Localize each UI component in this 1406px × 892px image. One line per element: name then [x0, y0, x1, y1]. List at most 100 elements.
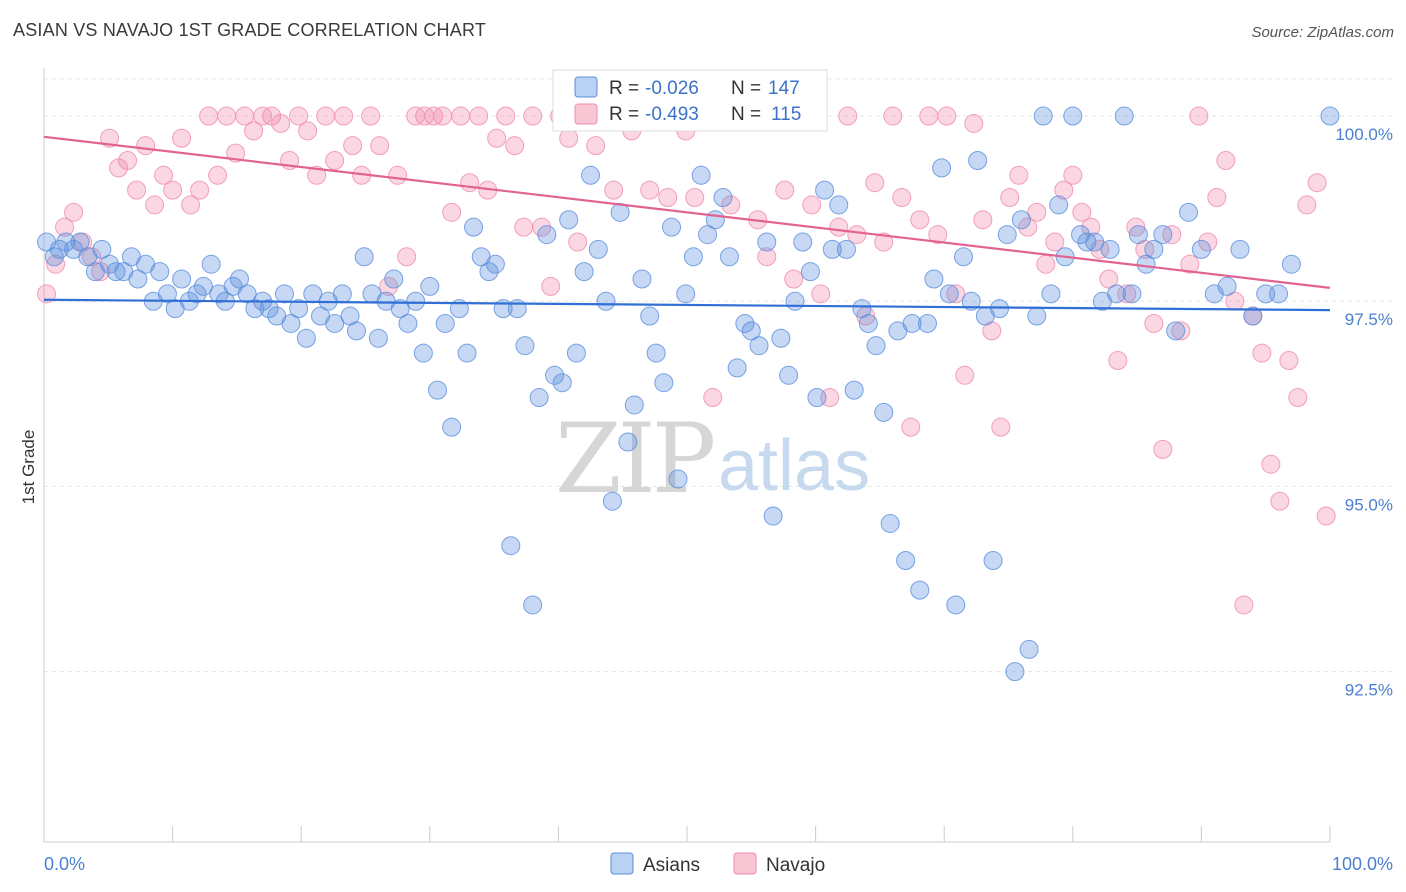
asian-point — [735, 313, 755, 333]
asian-point — [193, 276, 213, 296]
asian-swatch — [574, 76, 598, 98]
asian-point — [983, 551, 1003, 571]
asian-point — [705, 210, 725, 230]
navajo-point — [226, 143, 246, 163]
x-tick-labels: 0.0% 100.0% — [44, 854, 1393, 874]
navajo-point — [190, 180, 210, 200]
navajo-point — [1171, 321, 1191, 341]
asian-point — [602, 491, 622, 511]
asian-point — [274, 284, 294, 304]
navajo-point — [1036, 254, 1056, 274]
navajo-point — [703, 388, 723, 408]
asian-n-label: N = — [731, 78, 761, 99]
legend-asians-swatch — [610, 852, 634, 875]
navajo-point — [154, 165, 174, 185]
asian-point — [858, 313, 878, 333]
asian-point — [822, 239, 842, 259]
watermark-zip: ZIP — [555, 403, 714, 515]
asian-point — [1144, 239, 1164, 259]
asian-point — [997, 225, 1017, 245]
asian-point — [924, 269, 944, 289]
navajo-point — [721, 195, 741, 215]
asian-point — [1122, 284, 1142, 304]
asian-point — [932, 158, 952, 178]
navajo-point — [775, 180, 795, 200]
asian-point — [1041, 284, 1061, 304]
asian-point — [49, 239, 69, 259]
asian-point — [779, 365, 799, 385]
axes — [43, 68, 1331, 843]
asian-point — [939, 284, 959, 304]
navajo-point — [388, 165, 408, 185]
asian-point — [1005, 662, 1025, 682]
asian-point — [968, 150, 988, 170]
asian-point — [1049, 195, 1069, 215]
asian-point — [368, 328, 388, 348]
asian-point — [201, 254, 221, 274]
asian-point — [187, 284, 207, 304]
asian-point — [800, 262, 820, 282]
y-axis-label: 1st Grade — [19, 430, 38, 505]
navajo-point — [604, 180, 624, 200]
navajo-point — [145, 195, 165, 215]
asian-point — [946, 595, 966, 615]
asian-point — [529, 388, 549, 408]
asian-point — [229, 269, 249, 289]
asian-point — [435, 313, 455, 333]
asian-point — [1027, 306, 1047, 326]
asian-point — [640, 306, 660, 326]
asian-point — [1085, 232, 1105, 252]
navajo-point — [559, 128, 579, 148]
navajo-point — [1108, 350, 1128, 370]
asian-point — [420, 276, 440, 296]
navajo-point — [118, 150, 138, 170]
asian-point — [793, 232, 813, 252]
asian-point — [866, 336, 886, 356]
navajo-point — [1045, 232, 1065, 252]
asian-n-value: 147 — [768, 78, 800, 99]
asian-point — [332, 284, 352, 304]
asian-point — [910, 580, 930, 600]
asian-point — [836, 239, 856, 259]
navajo-point — [1072, 202, 1092, 222]
navajo-point — [307, 165, 327, 185]
grid-lines — [44, 78, 1394, 673]
asian-point — [896, 551, 916, 571]
asian-point — [281, 313, 301, 333]
navajo-point — [289, 106, 309, 126]
asian-point — [749, 336, 769, 356]
navajo-point — [1261, 454, 1281, 474]
navajo-point — [640, 180, 660, 200]
navajo-point — [1000, 188, 1020, 208]
navajo-point — [928, 225, 948, 245]
asian-point — [464, 217, 484, 237]
navajo-point — [1153, 439, 1173, 459]
asian-point — [1128, 225, 1148, 245]
asian-point — [646, 343, 666, 363]
navajo-point — [1099, 269, 1119, 289]
navajo-point — [1180, 254, 1200, 274]
asian-point — [961, 291, 981, 311]
asian-point — [442, 417, 462, 437]
navajo-point — [370, 136, 390, 156]
navajo-point — [1252, 343, 1272, 363]
navajo-point — [829, 217, 849, 237]
chart-title: ASIAN VS NAVAJO 1ST GRADE CORRELATION CH… — [13, 20, 487, 40]
navajo-point — [1018, 217, 1038, 237]
asian-point — [296, 328, 316, 348]
navajo-trend-line — [43, 135, 1331, 289]
navajo-point — [1316, 506, 1336, 526]
navajo-point — [541, 276, 561, 296]
asian-point — [501, 536, 521, 556]
asian-point — [346, 321, 366, 341]
asian-point — [157, 284, 177, 304]
navajo-point — [55, 217, 75, 237]
watermark: ZIP atlas — [555, 403, 870, 515]
watermark-atlas: atlas — [718, 426, 870, 506]
navajo-point — [1207, 188, 1227, 208]
trend-lines — [43, 135, 1331, 312]
x-tick-label: 0.0% — [44, 854, 85, 874]
navajo-point — [1270, 491, 1290, 511]
navajo-point — [397, 247, 417, 267]
legend-navajo-swatch — [733, 852, 757, 875]
